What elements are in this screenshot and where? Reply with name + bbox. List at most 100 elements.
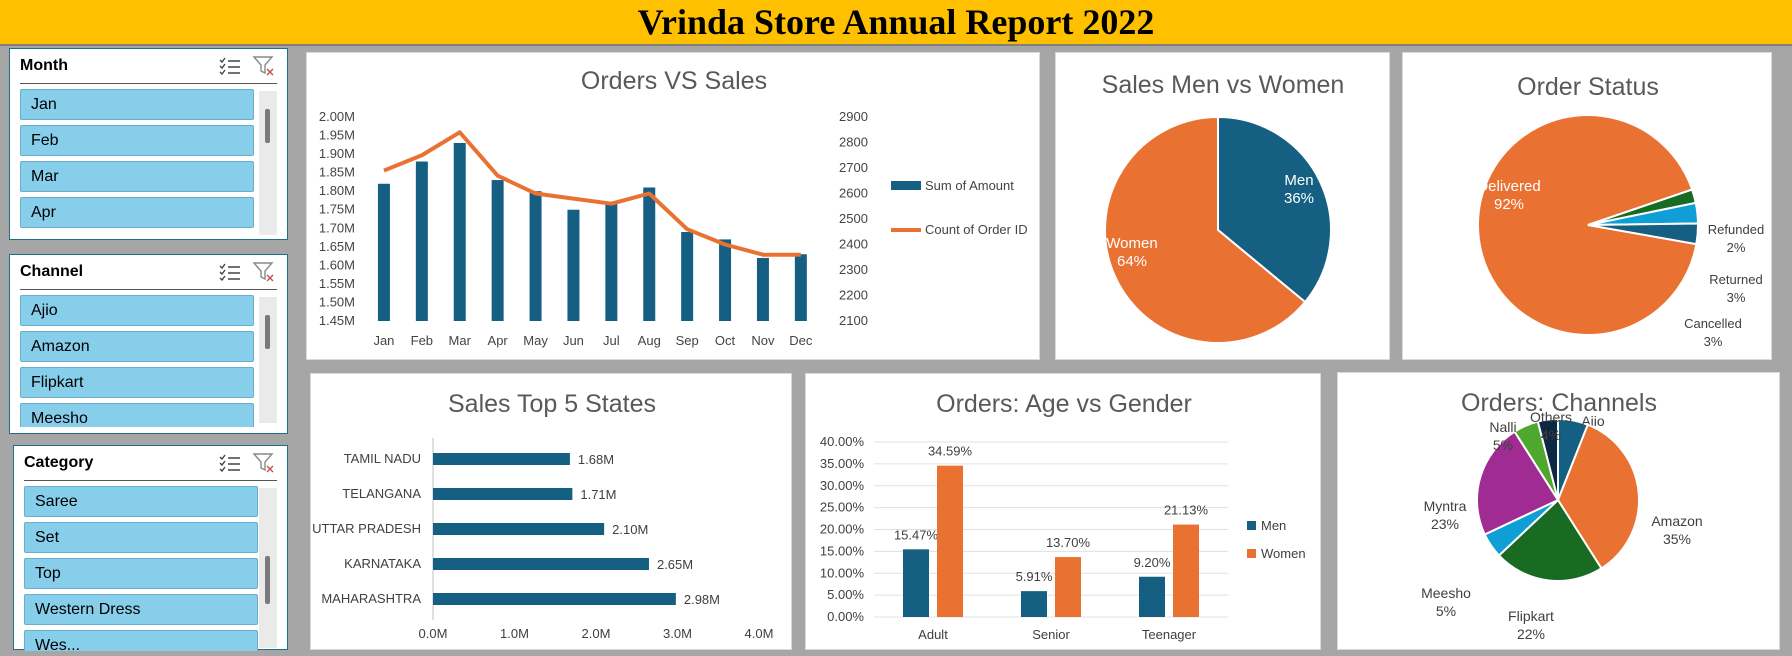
pie-slice (1477, 114, 1698, 336)
slice-value: 5% (1436, 603, 1456, 619)
legend-swatch (891, 181, 921, 190)
clear-filter-icon[interactable] (251, 260, 277, 284)
x-tick-label: Oct (715, 333, 736, 348)
x-tick-label: 3.0M (663, 626, 692, 641)
y-tick-label: 1.60M (319, 257, 355, 272)
chart-title: Orders: Channels (1461, 389, 1657, 417)
slicer-item[interactable]: Western Dress (24, 594, 258, 625)
channel-slicer[interactable]: Channel Ajio Amazon Flipkart Meesho (9, 254, 288, 434)
month-slicer[interactable]: Month Jan Feb Mar Apr (9, 48, 288, 240)
clear-filter-icon[interactable] (251, 451, 277, 475)
data-label: 34.59% (928, 444, 973, 459)
slicer-title: Category (24, 454, 94, 471)
x-tick-label: Jun (563, 333, 584, 348)
bar (1021, 591, 1047, 617)
bar (415, 161, 428, 321)
x-tick-label: Dec (789, 333, 813, 348)
slicer-item[interactable]: Amazon (20, 331, 254, 362)
slicer-items: Ajio Amazon Flipkart Meesho (20, 295, 254, 427)
top-states-chart: Sales Top 5 States TAMIL NADU 1.68M TELANGA… (312, 390, 774, 641)
bar (491, 180, 504, 321)
multi-select-icon[interactable] (217, 260, 243, 284)
y-tick-label: 1.65M (319, 239, 355, 254)
scrollbar-thumb[interactable] (265, 556, 270, 604)
slicer-header: Channel (20, 255, 277, 290)
slice-label: Flipkart (1508, 608, 1554, 624)
slicer-item[interactable]: Flipkart (20, 367, 254, 398)
multi-select-icon[interactable] (217, 451, 243, 475)
age-gender-chart: Orders: Age vs Gender 40.00% 35.00% 30.00% 2… (820, 390, 1306, 642)
slicer-scrollbar[interactable] (259, 297, 277, 423)
x-tick-label: Adult (918, 627, 948, 642)
bar (681, 231, 694, 321)
bar (377, 183, 390, 321)
slicer-scrollbar[interactable] (259, 488, 277, 648)
slicer-items: Jan Feb Mar Apr (20, 89, 254, 279)
slicer-item[interactable]: Ajio (20, 295, 254, 326)
data-label: 1.68M (578, 452, 614, 467)
slicer-item[interactable]: Top (24, 558, 258, 589)
y-tick-label: 1.50M (319, 294, 355, 309)
y2-tick-label: 2700 (839, 160, 868, 175)
x-tick-label: 4.0M (745, 626, 774, 641)
pie-slice (1587, 222, 1699, 246)
slice-value: 23% (1431, 516, 1459, 532)
slicer-scrollbar[interactable] (259, 91, 277, 235)
y-tick-label: MAHARASHTRA (321, 591, 421, 606)
slicer-header: Category (24, 446, 277, 481)
data-label: 15.47% (894, 527, 939, 542)
slice-value: 3% (1727, 290, 1746, 305)
chart-title: Orders: Age vs Gender (936, 390, 1192, 418)
bar (433, 453, 570, 465)
data-label: 9.20% (1134, 555, 1171, 570)
scrollbar-thumb[interactable] (265, 109, 270, 143)
slice-value: 36% (1284, 190, 1314, 207)
pie-slice (1536, 417, 1559, 501)
data-label: 13.70% (1046, 535, 1091, 550)
y-tick-label: 10.00% (820, 565, 865, 580)
slice-value: 35% (1663, 531, 1691, 547)
multi-select-icon[interactable] (217, 54, 243, 78)
bar (937, 465, 963, 617)
slice-label: Amazon (1651, 513, 1702, 529)
y2-tick-label: 2900 (839, 109, 868, 124)
y2-tick-label: 2300 (839, 262, 868, 277)
bar (756, 257, 769, 321)
bar (529, 191, 542, 321)
x-tick-label: 0.0M (419, 626, 448, 641)
x-tick-label: Aug (638, 333, 661, 348)
pie-slice (1104, 115, 1307, 344)
y-tick-label: 1.75M (319, 202, 355, 217)
y-tick-label: 40.00% (820, 434, 865, 449)
category-slicer[interactable]: Category Saree Set Top Western Dress Wes… (13, 445, 288, 651)
clear-filter-icon[interactable] (251, 54, 277, 78)
slicer-item[interactable]: Mar (20, 161, 254, 192)
chart-title: Orders VS Sales (581, 67, 767, 95)
y-tick-label: 30.00% (820, 478, 865, 493)
slice-label: Men (1284, 172, 1313, 189)
slicer-items: Saree Set Top Western Dress Wes... (24, 486, 258, 651)
data-label: 1.71M (580, 487, 616, 502)
y-tick-label: 1.95M (319, 128, 355, 143)
orders-vs-sales-panel: Orders VS Sales 2.00M 1.95M 1.90M 1.85M 1.80M… (306, 52, 1040, 360)
order-status-panel: Order Status Delivered 92% Refunded 2% Return… (1402, 52, 1772, 360)
slicer-item[interactable]: Wes... (24, 630, 258, 651)
slicer-item[interactable]: Jan (20, 89, 254, 120)
slicer-item[interactable]: Saree (24, 486, 258, 517)
scrollbar-thumb[interactable] (265, 315, 270, 349)
legend-label: Men (1261, 518, 1286, 533)
orders-vs-sales-chart: Orders VS Sales 2.00M 1.95M 1.90M 1.85M 1.80M… (319, 67, 1028, 348)
bar (433, 488, 573, 500)
y2-tick-label: 2400 (839, 237, 868, 252)
y-tick-label: 1.90M (319, 146, 355, 161)
x-tick-label: Feb (411, 333, 433, 348)
slicer-item[interactable]: Apr (20, 197, 254, 228)
slicer-item[interactable]: Set (24, 522, 258, 553)
slicer-item[interactable]: Feb (20, 125, 254, 156)
slicer-header: Month (20, 49, 277, 84)
slicer-item[interactable]: Meesho (20, 403, 254, 427)
data-label: 5.91% (1016, 569, 1053, 584)
slice-value: 4% (1541, 427, 1561, 443)
slice-label: Meesho (1421, 585, 1471, 601)
